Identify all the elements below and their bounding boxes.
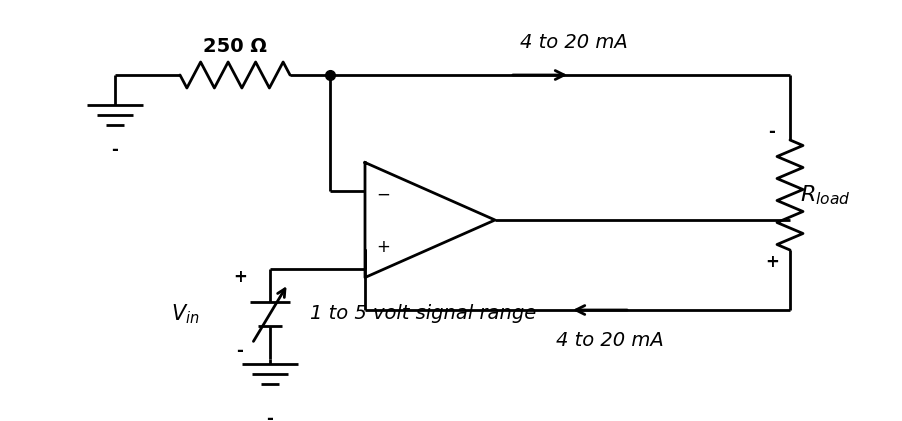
Text: $R_{load}$: $R_{load}$ xyxy=(799,183,850,207)
Text: -: - xyxy=(112,141,118,159)
Text: $+$: $+$ xyxy=(375,238,390,256)
Text: $-$: $-$ xyxy=(375,184,390,202)
Text: 4 to 20 mA: 4 to 20 mA xyxy=(520,34,627,53)
Text: -: - xyxy=(236,342,244,360)
Text: 1 to 5 volt signal range: 1 to 5 volt signal range xyxy=(309,304,536,323)
Text: 250 Ω: 250 Ω xyxy=(203,37,267,56)
Text: +: + xyxy=(764,253,778,271)
Text: +: + xyxy=(233,268,246,286)
Text: 4 to 20 mA: 4 to 20 mA xyxy=(556,330,663,349)
Text: $V_{in}$: $V_{in}$ xyxy=(170,302,199,325)
Text: -: - xyxy=(266,410,273,421)
Text: -: - xyxy=(768,123,775,141)
